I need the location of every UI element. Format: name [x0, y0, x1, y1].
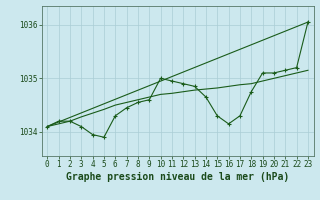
X-axis label: Graphe pression niveau de la mer (hPa): Graphe pression niveau de la mer (hPa) — [66, 172, 289, 182]
